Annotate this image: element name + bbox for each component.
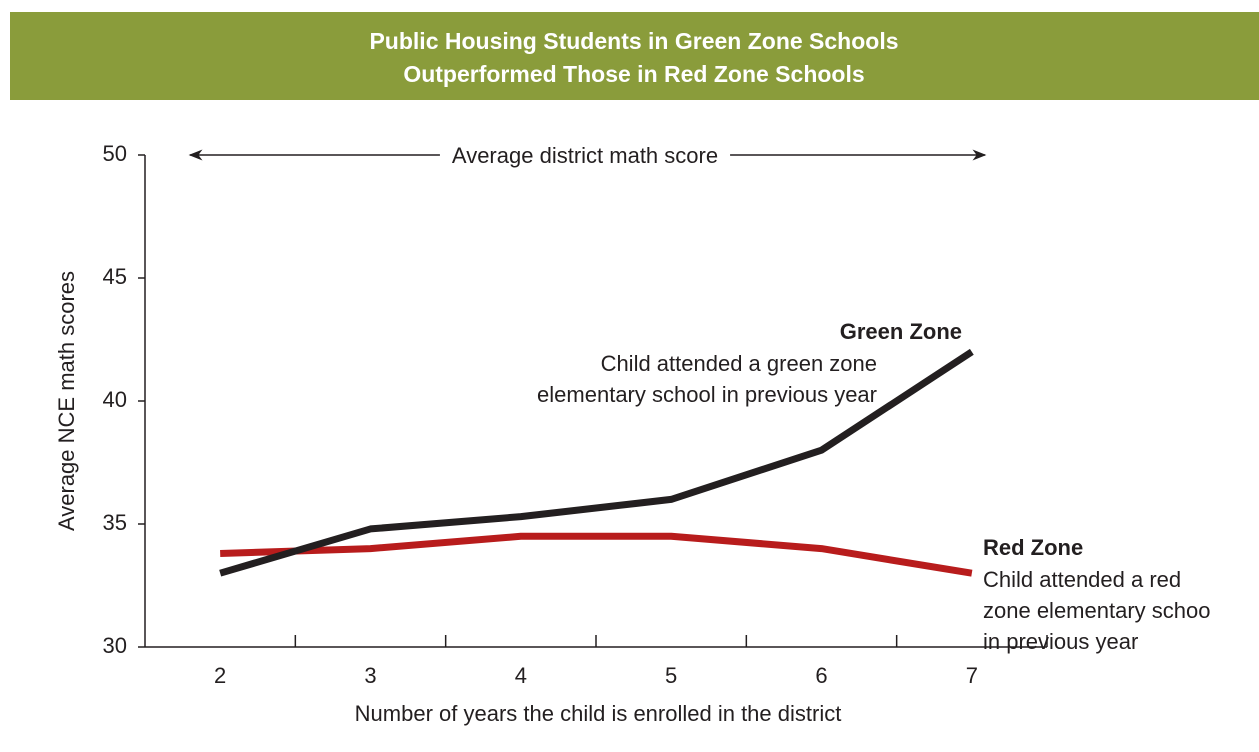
data-line (220, 532, 973, 577)
y-tick-label: 50 (103, 141, 127, 166)
x-tick-label: 6 (815, 663, 827, 688)
y-axis-label: Average NCE math scores (54, 271, 79, 531)
y-tick-label: 40 (103, 387, 127, 412)
x-tick-label: 5 (665, 663, 677, 688)
x-tick-label: 4 (515, 663, 527, 688)
title-band (10, 12, 1259, 100)
series-label: Green Zone (840, 319, 962, 344)
x-tick-label: 3 (364, 663, 376, 688)
y-tick-label: 30 (103, 633, 127, 658)
series-description: elementary school in previous year (537, 382, 877, 407)
x-tick-label: 7 (966, 663, 978, 688)
series-label: Red Zone (983, 535, 1083, 560)
series-description: zone elementary schoo (983, 598, 1210, 623)
series-description: in previous year (983, 629, 1138, 654)
reference-label: Average district math score (452, 143, 718, 168)
x-tick-label: 2 (214, 663, 226, 688)
chart-title: Outperformed Those in Red Zone Schools (403, 61, 864, 87)
series-description: Child attended a red (983, 567, 1181, 592)
y-tick-label: 35 (103, 510, 127, 535)
y-tick-label: 45 (103, 264, 127, 289)
chart-title: Public Housing Students in Green Zone Sc… (369, 28, 898, 54)
x-axis-label: Number of years the child is enrolled in… (355, 701, 842, 726)
data-line (219, 348, 974, 577)
series-description: Child attended a green zone (601, 351, 877, 376)
